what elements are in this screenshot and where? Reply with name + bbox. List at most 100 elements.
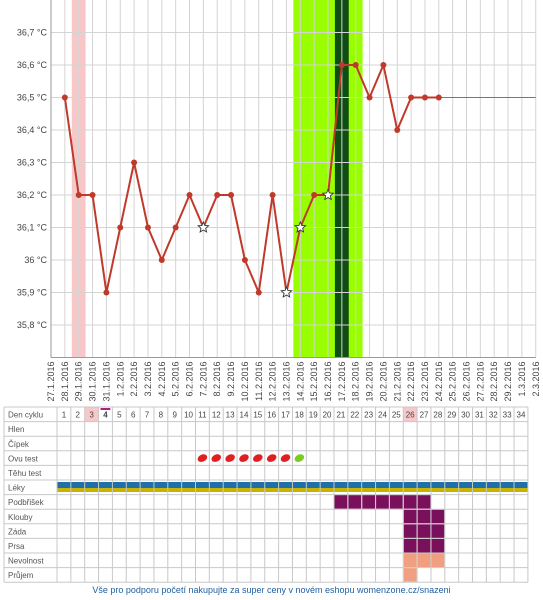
meds-cell	[112, 488, 127, 492]
day-number: 28	[433, 411, 442, 420]
day-number: 5	[117, 411, 122, 420]
x-tick-label: 12.2.2016	[268, 362, 278, 402]
day-number: 34	[517, 411, 526, 420]
data-point	[435, 94, 442, 101]
row-label: Klouby	[8, 513, 32, 522]
y-tick-label: 36,3 °C	[17, 158, 48, 168]
meds-cell	[209, 488, 224, 492]
meds-cell	[403, 482, 418, 488]
data-point	[255, 289, 262, 296]
meds-cell	[181, 482, 196, 488]
x-tick-label: 11.2.2016	[254, 362, 264, 401]
day-number: 21	[336, 411, 345, 420]
meds-cell	[140, 488, 154, 492]
meds-cell	[112, 482, 127, 488]
day-number: 17	[281, 411, 290, 420]
data-point	[61, 94, 68, 101]
meds-cell	[57, 482, 71, 488]
meds-cell	[375, 482, 390, 488]
meds-cell	[486, 488, 501, 492]
series-line	[63, 61, 439, 297]
x-tick-label: 4.2.2016	[157, 362, 167, 397]
x-tick-label: 19.2.2016	[365, 362, 375, 402]
meds-cell	[458, 488, 473, 492]
meds-cell	[334, 482, 348, 488]
meds-cell	[70, 488, 85, 492]
data-point-star	[293, 220, 307, 233]
day-number: 32	[489, 411, 498, 420]
meds-cell	[292, 488, 307, 492]
meds-cell	[167, 482, 182, 488]
symptom-cell	[334, 495, 348, 509]
day-number: 24	[378, 411, 387, 420]
symptom-cell	[431, 509, 445, 524]
row-label: Ovu test	[8, 454, 39, 463]
meds-cell	[98, 482, 113, 488]
data-point	[117, 224, 124, 231]
x-tick-label: 25.2.2016	[448, 362, 458, 402]
data-point	[352, 62, 359, 68]
y-tick-label: 35,8 °C	[17, 320, 48, 330]
temperature-chart: 35,8 °C 35,9 °C 36 °C 36,1 °C 36,2 °C 36,3 °C…	[17, 0, 541, 402]
x-tick-label: 5.2.2016	[171, 362, 181, 397]
day-number: 15	[253, 411, 262, 420]
footer-link[interactable]: Vše pro podporu početí nakupujte za supe…	[92, 585, 451, 595]
meds-cell	[347, 488, 362, 492]
y-tick-label: 36,4 °C	[17, 125, 48, 135]
meds-cell	[250, 488, 265, 492]
x-tick-label: 26.2.2016	[462, 362, 472, 402]
data-point	[103, 289, 110, 296]
symptom-cell	[431, 553, 445, 568]
meds-cell	[153, 488, 168, 492]
meds-cell	[389, 488, 404, 492]
data-point-star	[321, 188, 335, 201]
ovu-test-marker	[280, 454, 291, 462]
x-tick-label: 21.2.2016	[392, 362, 402, 402]
y-tick-label: 36 °C	[24, 255, 47, 265]
x-tick-label: 20.2.2016	[378, 362, 388, 402]
meds-cell	[250, 482, 265, 488]
x-tick-label: 22.2.2016	[406, 362, 416, 402]
data-point	[366, 94, 373, 101]
meds-cell	[444, 488, 459, 492]
x-tick-label: 17.2.2016	[337, 362, 347, 402]
meds-cell	[181, 488, 196, 492]
x-tick-label: 28.2.2016	[489, 362, 499, 402]
data-point	[75, 192, 82, 198]
meds-cell	[84, 488, 99, 492]
y-tick-label: 36,7 °C	[17, 28, 48, 38]
day-number: 20	[323, 411, 332, 420]
meds-cell	[320, 482, 334, 488]
x-tick-label: 3.2.2016	[143, 362, 153, 397]
day-number: 12	[212, 411, 221, 420]
x-tick-label: 14.2.2016	[295, 362, 305, 402]
meds-cell	[84, 482, 99, 488]
meds-cell	[430, 488, 445, 492]
row-label: Nevolnost	[8, 557, 44, 566]
data-point	[186, 192, 193, 198]
meds-cell	[417, 488, 431, 492]
day-number: 1	[62, 411, 67, 420]
meds-cell	[264, 482, 279, 488]
symptom-cell	[417, 524, 431, 538]
x-tick-label: 29.2.2016	[503, 362, 513, 402]
x-tick-label: 10.2.2016	[240, 362, 250, 402]
row-label: Prsa	[8, 542, 25, 551]
ovu-test-marker	[211, 454, 222, 462]
day-number: 26	[406, 411, 415, 420]
x-tick-label: 6.2.2016	[185, 362, 195, 397]
day-number: 11	[198, 411, 207, 420]
symptom-cell	[403, 568, 417, 582]
table-header-label: Den cyklu	[8, 411, 43, 420]
symptom-cell	[431, 538, 445, 553]
data-point	[421, 94, 428, 101]
day-number: 2	[76, 411, 81, 420]
ovu-test-marker	[197, 454, 208, 462]
symptom-cell	[348, 495, 362, 509]
meds-cell	[500, 482, 515, 488]
meds-cell	[389, 482, 404, 488]
meds-cell	[375, 488, 390, 492]
data-point	[380, 62, 387, 68]
meds-cell	[140, 482, 154, 488]
row-label: Průjem	[8, 571, 34, 580]
